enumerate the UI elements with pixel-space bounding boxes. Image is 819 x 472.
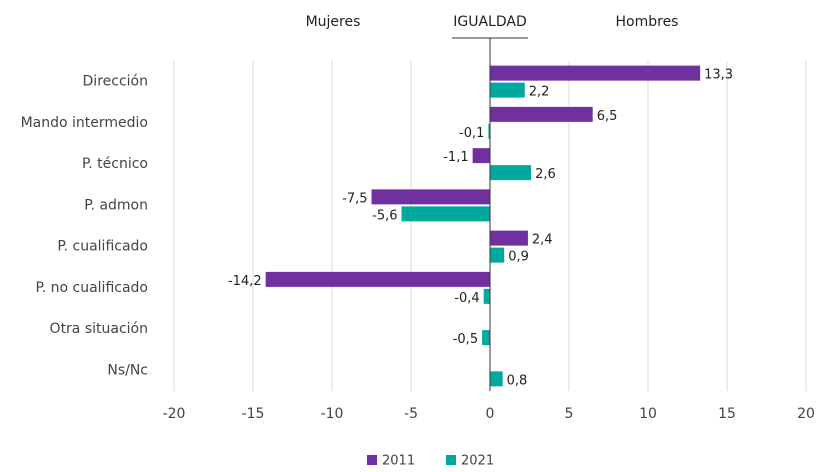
bar — [483, 288, 490, 304]
y-tick-label: Dirección — [83, 74, 148, 90]
data-label: 13,3 — [704, 68, 733, 83]
bar — [490, 230, 528, 246]
data-label: -0,5 — [453, 332, 478, 347]
bar — [401, 206, 490, 222]
bar — [482, 330, 490, 346]
data-label: 2,6 — [535, 167, 556, 182]
y-tick-label: Ns/Nc — [107, 362, 148, 378]
bar — [490, 82, 525, 98]
legend-label: 2011 — [382, 454, 415, 469]
x-tick-label: -10 — [321, 406, 344, 422]
x-tick-label: 20 — [797, 406, 815, 422]
data-label: -7,5 — [342, 191, 367, 206]
bar — [490, 247, 505, 263]
y-tick-label: P. cualificado — [57, 239, 148, 255]
bar — [490, 165, 532, 181]
data-label: 6,5 — [597, 109, 618, 124]
y-tick-label: P. admon — [84, 197, 148, 213]
data-label: 0,8 — [507, 373, 528, 388]
legend-swatch — [446, 455, 456, 465]
data-label: -14,2 — [228, 274, 262, 289]
annotation: Mujeres — [306, 14, 361, 30]
bar — [488, 123, 490, 139]
bar — [265, 271, 490, 287]
y-tick-label: P. técnico — [82, 156, 148, 172]
data-label: 2,4 — [532, 233, 553, 248]
bar — [490, 371, 503, 387]
annotation: IGUALDAD — [453, 14, 527, 30]
y-tick-label: Mando intermedio — [21, 115, 148, 131]
data-label: 0,9 — [508, 250, 529, 265]
legend-label: 2021 — [461, 454, 494, 469]
data-label: -0,4 — [454, 291, 479, 306]
bar — [490, 65, 701, 81]
data-label: 2,2 — [529, 85, 550, 100]
x-tick-label: 5 — [565, 406, 574, 422]
x-tick-label: -5 — [404, 406, 418, 422]
annotation: Hombres — [616, 14, 679, 30]
x-tick-label: 10 — [639, 406, 657, 422]
x-tick-label: 15 — [718, 406, 736, 422]
x-tick-label: -20 — [163, 406, 186, 422]
x-tick-label: -15 — [242, 406, 265, 422]
data-label: -1,1 — [443, 150, 468, 165]
legend-swatch — [367, 455, 377, 465]
y-tick-label: Otra situación — [50, 321, 148, 337]
bar — [490, 106, 593, 122]
y-tick-label: P. no cualificado — [35, 280, 148, 296]
bar — [371, 189, 490, 205]
x-tick-label: 0 — [486, 406, 495, 422]
bar — [472, 148, 490, 164]
data-label: -5,6 — [372, 208, 397, 223]
data-label: -0,1 — [459, 126, 484, 141]
